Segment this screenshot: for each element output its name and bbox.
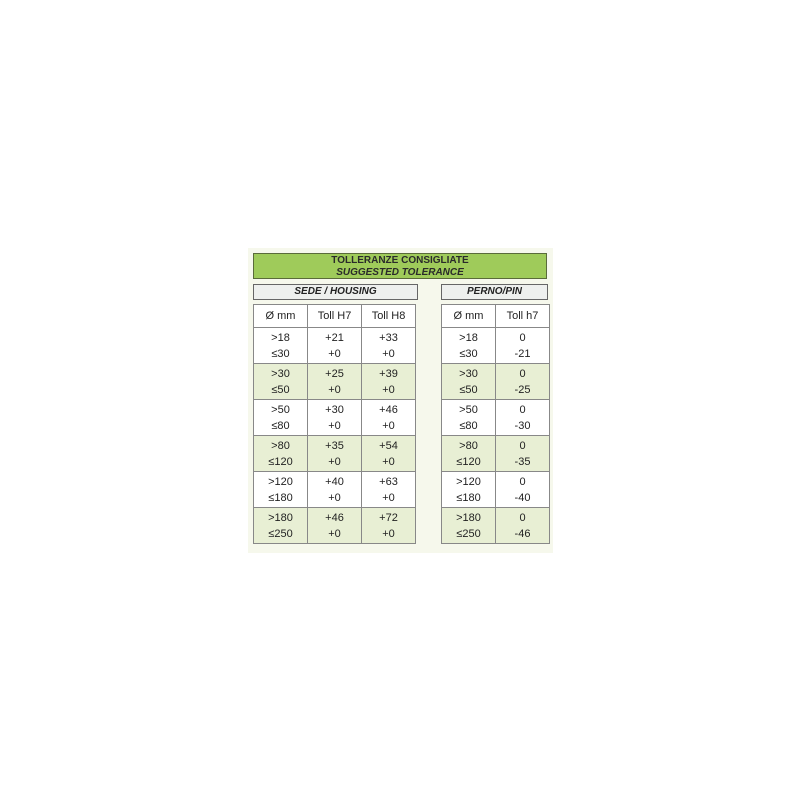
- column-header: Toll H8: [361, 304, 416, 328]
- table-row: >80 ≤120 0 -35: [441, 435, 550, 472]
- table-cell: >120 ≤180: [441, 471, 496, 508]
- table-cell: +46 +0: [361, 399, 416, 436]
- table-cell: 0 -40: [495, 471, 550, 508]
- header-row: Ø mm Toll h7: [441, 304, 550, 328]
- table-row: >18 ≤30 +21 +0 +33 +0: [253, 327, 416, 364]
- table-cell: >18 ≤30: [253, 327, 308, 364]
- table-row: >50 ≤80 +30 +0 +46 +0: [253, 399, 416, 436]
- table-cell: +30 +0: [307, 399, 362, 436]
- pin-header: PERNO/PIN: [441, 284, 548, 300]
- table-cell: >120 ≤180: [253, 471, 308, 508]
- table-cell: >30 ≤50: [441, 363, 496, 400]
- table-cell: +39 +0: [361, 363, 416, 400]
- table-cell: 0 -46: [495, 507, 550, 544]
- table-cell: +35 +0: [307, 435, 362, 472]
- title-line2: SUGGESTED TOLERANCE: [336, 267, 464, 278]
- table-row: >180 ≤250 0 -46: [441, 507, 550, 544]
- table-cell: 0 -21: [495, 327, 550, 364]
- table-cell: +54 +0: [361, 435, 416, 472]
- table-cell: >18 ≤30: [441, 327, 496, 364]
- table-cell: >50 ≤80: [441, 399, 496, 436]
- table-row: >18 ≤30 0 -21: [441, 327, 550, 364]
- table-row: >120 ≤180 +40 +0 +63 +0: [253, 471, 416, 508]
- column-header: Toll h7: [495, 304, 550, 328]
- table-cell: 0 -25: [495, 363, 550, 400]
- table-row: >30 ≤50 +25 +0 +39 +0: [253, 363, 416, 400]
- table-row: >120 ≤180 0 -40: [441, 471, 550, 508]
- table-row: >30 ≤50 0 -25: [441, 363, 550, 400]
- table-row: >180 ≤250 +46 +0 +72 +0: [253, 507, 416, 544]
- column-header: Toll H7: [307, 304, 362, 328]
- column-header: Ø mm: [253, 304, 308, 328]
- table-cell: >180 ≤250: [253, 507, 308, 544]
- table-cell: +46 +0: [307, 507, 362, 544]
- table-row: >80 ≤120 +35 +0 +54 +0: [253, 435, 416, 472]
- table-cell: >80 ≤120: [253, 435, 308, 472]
- pin-table: Ø mm Toll h7 >18 ≤30 0 -21 >30 ≤50 0 -25 >50 ≤…: [441, 304, 550, 544]
- table-cell: >180 ≤250: [441, 507, 496, 544]
- table-cell: +33 +0: [361, 327, 416, 364]
- housing-table: Ø mm Toll H7 Toll H8 >18 ≤30 +21 +0 +33 +0 >30…: [253, 304, 416, 544]
- title-line1: TOLLERANZE CONSIGLIATE: [331, 255, 469, 266]
- header-row: Ø mm Toll H7 Toll H8: [253, 304, 416, 328]
- table-cell: >30 ≤50: [253, 363, 308, 400]
- table-cell: >80 ≤120: [441, 435, 496, 472]
- table-cell: +72 +0: [361, 507, 416, 544]
- table-cell: +40 +0: [307, 471, 362, 508]
- table-title: TOLLERANZE CONSIGLIATE SUGGESTED TOLERAN…: [253, 253, 547, 279]
- housing-header: SEDE / HOUSING: [253, 284, 418, 300]
- table-cell: +25 +0: [307, 363, 362, 400]
- table-cell: +21 +0: [307, 327, 362, 364]
- table-cell: +63 +0: [361, 471, 416, 508]
- table-cell: 0 -35: [495, 435, 550, 472]
- table-cell: >50 ≤80: [253, 399, 308, 436]
- table-row: >50 ≤80 0 -30: [441, 399, 550, 436]
- table-cell: 0 -30: [495, 399, 550, 436]
- column-header: Ø mm: [441, 304, 496, 328]
